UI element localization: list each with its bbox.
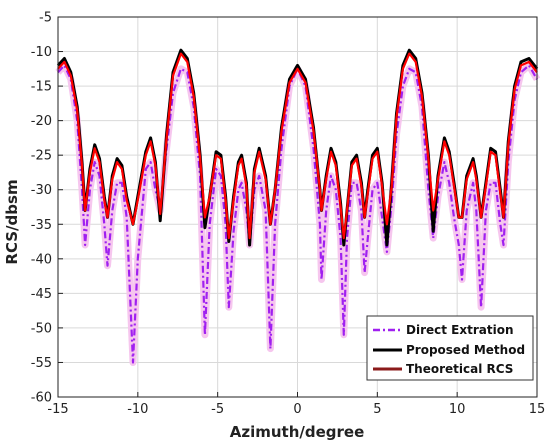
x-tick-label: -10 (127, 402, 148, 417)
y-tick-label: -55 (31, 356, 52, 371)
y-tick-label: -30 (31, 183, 52, 198)
x-tick-label: -5 (211, 402, 224, 417)
y-tick-label: -15 (31, 80, 52, 95)
y-tick-label: -60 (31, 391, 52, 406)
y-tick-label: -40 (31, 252, 52, 267)
x-tick-label: 10 (449, 402, 466, 417)
y-tick-label: -5 (39, 11, 52, 26)
legend-label-proposed: Proposed Method (406, 343, 525, 357)
x-tick-label: 5 (373, 402, 381, 417)
legend-label-direct: Direct Extration (406, 323, 513, 337)
y-tick-label: -50 (31, 321, 52, 336)
y-tick-label: -25 (31, 149, 52, 164)
series-theoretical-rcs (57, 52, 538, 240)
series-direct-extraction (57, 64, 538, 364)
x-tick-label: -15 (47, 402, 68, 417)
series-lines (56, 48, 539, 364)
y-axis-title: RCS/dbsm (3, 179, 21, 264)
x-axis-title: Azimuth/degree (230, 423, 365, 441)
plot-frame (57, 16, 538, 398)
y-tick-label: -10 (31, 45, 52, 60)
legend: Direct Extration Proposed Method Theoret… (366, 315, 534, 381)
x-tick-label: 0 (293, 402, 301, 417)
y-tick-label: -20 (31, 114, 52, 129)
y-tick-label: -45 (31, 287, 52, 302)
legend-label-theoretical: Theoretical RCS (406, 362, 513, 376)
y-tick-label: -35 (31, 218, 52, 233)
x-tick-label: 15 (529, 402, 546, 417)
tick-labels: -15 -10 -5 0 5 10 15-60-55-50-45-40-35-30-25-2… (31, 11, 546, 418)
